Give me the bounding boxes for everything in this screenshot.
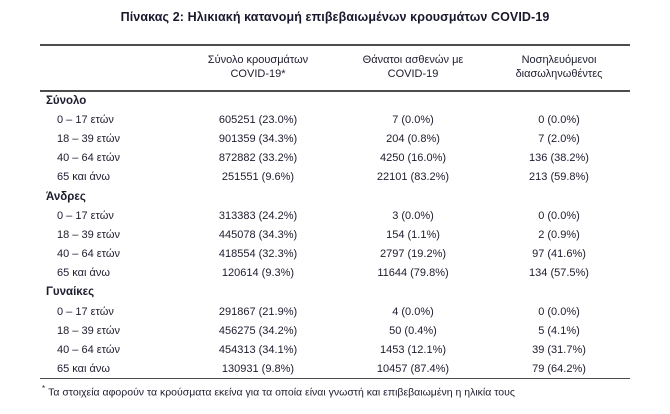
age-group-label: 18 – 39 ετών [57,132,120,145]
table-row: 18 – 39 ετών 456275 (34.2%) 50 (0.4%) 5 … [40,321,630,340]
section-name-women: Γυναίκες [46,286,95,299]
intubated-value: 134 (57.5%) [529,267,589,280]
section-name-men: Άνδρες [46,190,86,203]
cases-value: 251551 (9.6%) [221,171,295,184]
cases-value: 418554 (32.3%) [218,248,298,261]
deaths-value: 154 (1.1%) [386,228,440,241]
intubated-value: 79 (64.2%) [532,362,586,375]
table-row: 0 – 17 ετών 313383 (24.2%) 3 (0.0%) 0 (0… [40,206,630,225]
age-group-label: 18 – 39 ετών [57,228,120,241]
deaths-value: 7 (0.0%) [392,113,434,126]
deaths-value: 10457 (87.4%) [376,362,450,375]
deaths-value: 50 (0.4%) [389,324,437,337]
header-deaths: Θάνατοι ασθενών με COVID-19 [338,45,488,92]
age-group-label: 65 και άνω [57,171,110,184]
age-group-label: 40 – 64 ετών [57,152,120,165]
age-group-label: 65 και άνω [57,267,110,280]
header-intubated-line1: Νοσηλευόμενοι [521,53,597,66]
intubated-value: 0 (0.0%) [538,209,580,222]
cases-value: 456275 (34.2%) [218,324,298,337]
intubated-value: 213 (59.8%) [529,171,589,184]
intubated-value: 97 (41.6%) [532,248,586,261]
age-group-label: 40 – 64 ετών [57,248,120,261]
header-deaths-line1: Θάνατοι ασθενών με [362,53,464,66]
age-group-label: 0 – 17 ετών [57,209,114,222]
deaths-value: 4 (0.0%) [392,305,434,318]
deaths-value: 204 (0.8%) [386,132,440,145]
intubated-value: 5 (4.1%) [538,324,580,337]
footnote-text: Τα στοιχεία αφορούν τα κρούσματα εκείνα … [48,386,515,399]
covid-age-distribution-table: Σύνολο κρουσμάτων COVID-19* Θάνατοι ασθε… [40,44,630,380]
intubated-value: 0 (0.0%) [538,113,580,126]
age-group-label: 0 – 17 ετών [57,305,114,318]
table-header-row: Σύνολο κρουσμάτων COVID-19* Θάνατοι ασθε… [40,45,630,92]
table-row: 65 και άνω 251551 (9.6%) 22101 (83.2%) 2… [40,168,630,187]
header-intubated-line2: διασωληνωθέντες [515,68,603,80]
header-intubated: Νοσηλευόμενοι διασωληνωθέντες [488,45,630,92]
footnote-asterisk: * [42,384,46,394]
section-header-row: Γυναίκες [40,283,630,302]
age-group-label: 40 – 64 ετών [57,344,120,357]
cases-value: 454313 (34.1%) [218,344,298,357]
deaths-value: 22101 (83.2%) [376,171,450,184]
cases-value: 130931 (9.8%) [221,362,295,375]
table-row: 18 – 39 ετών 445078 (34.3%) 154 (1.1%) 2… [40,225,630,244]
deaths-value: 3 (0.0%) [392,209,434,222]
table-row: 18 – 39 ετών 901359 (34.3%) 204 (0.8%) 7… [40,129,630,148]
cases-value: 901359 (34.3%) [218,132,298,145]
intubated-value: 0 (0.0%) [538,305,580,318]
intubated-value: 39 (31.7%) [532,344,586,357]
header-total-cases-line1: Σύνολο κρουσμάτων [207,53,309,66]
section-name-total: Σύνολο [46,95,87,108]
cases-value: 445078 (34.3%) [218,228,298,241]
age-group-label: 0 – 17 ετών [57,113,114,126]
table-row: 65 και άνω 120614 (9.3%) 11644 (79.8%) 1… [40,264,630,283]
table-row: 40 – 64 ετών 872882 (33.2%) 4250 (16.0%)… [40,149,630,168]
intubated-value: 7 (2.0%) [538,132,580,145]
table-row: 65 και άνω 130931 (9.8%) 10457 (87.4%) 7… [40,360,630,379]
table-row: 0 – 17 ετών 605251 (23.0%) 7 (0.0%) 0 (0… [40,110,630,129]
header-empty-cell [40,45,178,92]
deaths-value: 11644 (79.8%) [377,267,449,280]
deaths-value: 2797 (19.2%) [379,248,447,261]
section-header-row: Άνδρες [40,187,630,206]
age-group-label: 65 και άνω [57,362,110,375]
header-deaths-line2: COVID-19 [387,68,439,80]
cases-value: 605251 (23.0%) [218,113,298,126]
table-row: 0 – 17 ετών 291867 (21.9%) 4 (0.0%) 0 (0… [40,302,630,321]
header-total-cases-line2: COVID-19* [230,68,286,80]
cases-value: 120614 (9.3%) [221,267,295,280]
deaths-value: 4250 (16.0%) [379,152,447,165]
deaths-value: 1453 (12.1%) [379,344,447,357]
intubated-value: 136 (38.2%) [529,152,589,165]
cases-value: 872882 (33.2%) [218,152,298,165]
table-row: 40 – 64 ετών 454313 (34.1%) 1453 (12.1%)… [40,340,630,359]
cases-value: 291867 (21.9%) [218,305,298,318]
cases-value: 313383 (24.2%) [218,209,298,222]
footnote: * Τα στοιχεία αφορούν τα κρούσματα εκείνα… [40,382,630,400]
table-row: 40 – 64 ετών 418554 (32.3%) 2797 (19.2%)… [40,245,630,264]
section-header-row: Σύνολο [40,91,630,110]
age-group-label: 18 – 39 ετών [57,324,120,337]
table-title: Πίνακας 2: Ηλικιακή κατανομή επιβεβαιωμέ… [120,10,550,24]
header-total-cases: Σύνολο κρουσμάτων COVID-19* [178,45,338,92]
intubated-value: 2 (0.9%) [538,228,580,241]
